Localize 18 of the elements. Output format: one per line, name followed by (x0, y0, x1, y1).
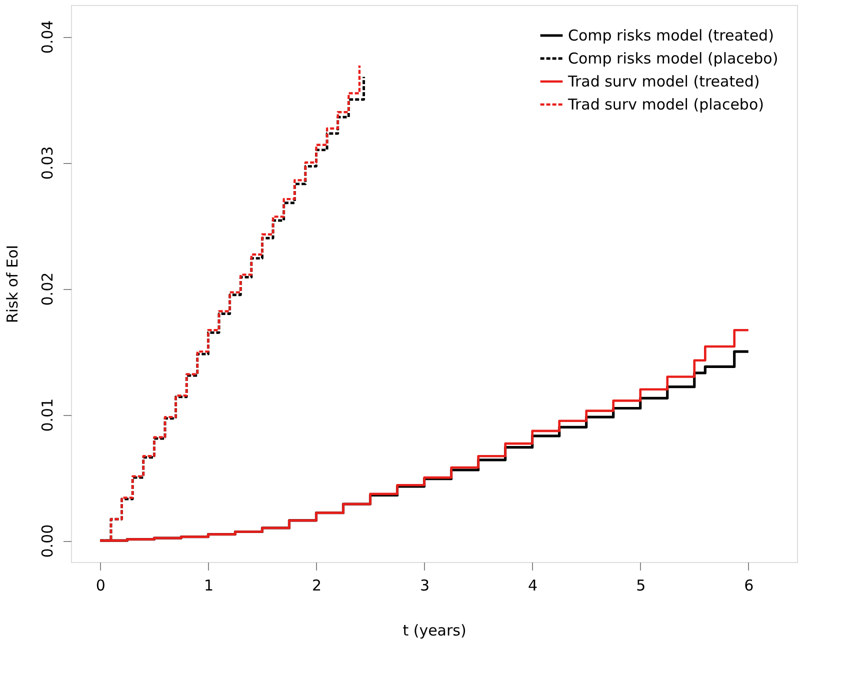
x-tick-label: 6 (744, 576, 754, 594)
legend-label: Comp risks model (treated) (568, 26, 774, 44)
x-tick-label: 3 (420, 576, 430, 594)
x-tick-label: 1 (204, 576, 214, 594)
x-axis-title: t (years) (402, 622, 466, 640)
y-tick-label: 0.03 (38, 146, 56, 180)
x-tick-label: 4 (528, 576, 538, 594)
y-tick-label: 0.02 (38, 272, 56, 306)
y-tick-label: 0.01 (38, 398, 56, 432)
legend-label: Comp risks model (placebo) (568, 50, 778, 68)
x-tick-label: 2 (312, 576, 322, 594)
x-tick-label: 5 (636, 576, 646, 594)
legend-label: Trad surv model (placebo) (567, 96, 764, 114)
y-tick-label: 0.04 (38, 20, 56, 54)
x-tick-label: 0 (96, 576, 106, 594)
y-tick-label: 0.00 (38, 524, 56, 558)
legend-label: Trad surv model (treated) (567, 72, 760, 90)
y-axis-title: Risk of EoI (4, 244, 22, 324)
